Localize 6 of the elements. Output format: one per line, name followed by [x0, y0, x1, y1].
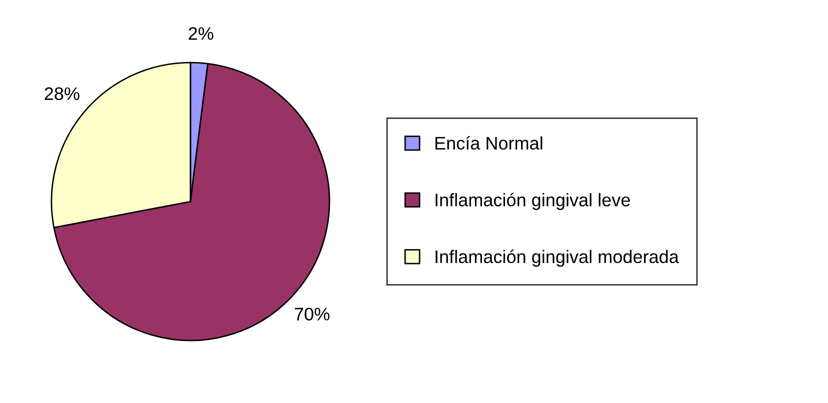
legend-label: Inflamación gingival moderada — [436, 250, 679, 267]
legend-label: Inflamación gingival leve — [436, 192, 630, 210]
data-label: 70% — [294, 308, 330, 320]
data-label: 28% — [44, 87, 80, 100]
data-label: 2% — [188, 27, 214, 40]
legend-label: Encía Normal — [435, 136, 542, 150]
